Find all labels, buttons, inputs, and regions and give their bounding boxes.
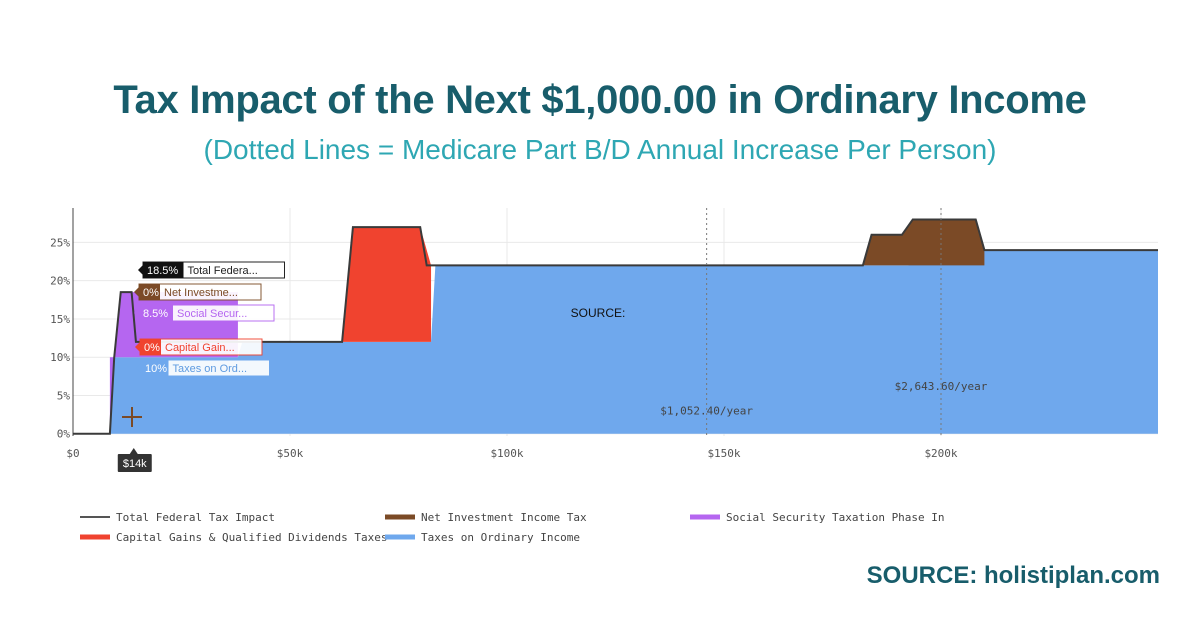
hover-tooltip: 18.5% Total Federa... <box>138 261 285 279</box>
series-area-net-investment <box>862 219 985 266</box>
hover-tooltip-value-bg <box>143 262 184 278</box>
hover-tooltip-value-bg <box>139 284 160 300</box>
hover-tooltip-value: 0% <box>144 342 160 354</box>
crosshair-icon <box>122 407 142 427</box>
medicare-annotation: $2,643.60/year <box>895 380 988 393</box>
hover-tooltip-name: Taxes on Ord... <box>173 363 248 375</box>
x-tick-label: $50k <box>277 447 304 460</box>
series-line-total-federal <box>73 218 1158 435</box>
legend-label: Total Federal Tax Impact <box>116 511 275 524</box>
hover-x-label-text: $14k <box>123 458 147 470</box>
hover-tooltip-pointer <box>138 265 143 275</box>
hover-tooltip-name: Social Secur... <box>177 308 247 320</box>
hover-tooltip-value-bg <box>140 339 161 355</box>
tax-impact-chart[interactable]: $0 $50k $100k $150k $200k 0% 5% 10% 15% 20% 25% $1,… <box>30 200 1172 546</box>
hover-tooltip-name: Total Federa... <box>188 265 258 277</box>
legend-label: Net Investment Income Tax <box>421 511 587 524</box>
legend-label: Taxes on Ordinary Income <box>421 531 580 544</box>
hover-tooltip: 0% Capital Gain... <box>135 338 263 356</box>
x-tick-label: $0 <box>66 447 79 460</box>
legend-item[interactable]: Taxes on Ordinary Income <box>385 531 580 544</box>
y-tick-label: 15% <box>50 313 70 326</box>
hover-tooltip: 8.5% Social Secur... <box>134 304 275 322</box>
hover-tooltip-pointer <box>136 363 141 373</box>
hover-tooltip: 10% Taxes on Ord... <box>136 359 270 377</box>
hover-tooltip-value: 10% <box>145 363 167 375</box>
series-area-capital-gains <box>342 227 432 342</box>
hover-tooltip-pointer <box>134 308 139 318</box>
y-tick-label: 0% <box>57 428 71 441</box>
hover-tooltip-name: Capital Gain... <box>165 342 235 354</box>
hover-x-label-pointer <box>129 448 138 454</box>
medicare-annotation: $1,052.40/year <box>660 405 753 418</box>
series-area-social-security <box>109 292 238 434</box>
hover-tooltip-value-bg <box>139 305 173 321</box>
x-tick-label: $150k <box>707 447 740 460</box>
hover-tooltip-value: 8.5% <box>143 308 168 320</box>
hover-tooltip-pointer <box>135 342 140 352</box>
hover-x-label-bg <box>117 454 152 472</box>
hover-x-label: $14k <box>117 448 152 472</box>
hover-tooltip-name: Net Investme... <box>164 287 238 299</box>
y-tick-label: 20% <box>50 275 70 288</box>
y-tick-label: 5% <box>57 389 71 402</box>
overlay-source-text: SOURCE: <box>571 306 626 320</box>
x-tick-label: $200k <box>924 447 957 460</box>
page-subtitle: (Dotted Lines = Medicare Part B/D Annual… <box>203 134 997 165</box>
hover-tooltip: 0% Net Investme... <box>134 283 262 301</box>
y-tick-label: 25% <box>50 236 70 249</box>
page-title: Tax Impact of the Next $1,000.00 in Ordi… <box>113 78 1087 122</box>
x-tick-label: $100k <box>490 447 523 460</box>
legend-item[interactable]: Social Security Taxation Phase In <box>690 511 945 524</box>
legend-label: Capital Gains & Qualified Dividends Taxe… <box>116 531 388 544</box>
legend-item[interactable]: Total Federal Tax Impact <box>80 511 275 524</box>
legend-item[interactable]: Capital Gains & Qualified Dividends Taxe… <box>80 531 388 544</box>
legend-label: Social Security Taxation Phase In <box>726 511 945 524</box>
chart-svg[interactable]: $0 $50k $100k $150k $200k 0% 5% 10% 15% 20% 25% $1,… <box>30 200 1172 546</box>
y-tick-label: 10% <box>50 351 70 364</box>
hover-tooltip-value: 0% <box>143 287 159 299</box>
hover-tooltip-pointer <box>134 287 139 297</box>
series-area-ordinary-income <box>73 250 1158 434</box>
source-credit: SOURCE: holistiplan.com <box>866 562 1160 589</box>
legend-item[interactable]: Net Investment Income Tax <box>385 511 587 524</box>
hover-tooltip-value: 18.5% <box>147 265 178 277</box>
hover-tooltip-value-bg <box>141 360 169 376</box>
